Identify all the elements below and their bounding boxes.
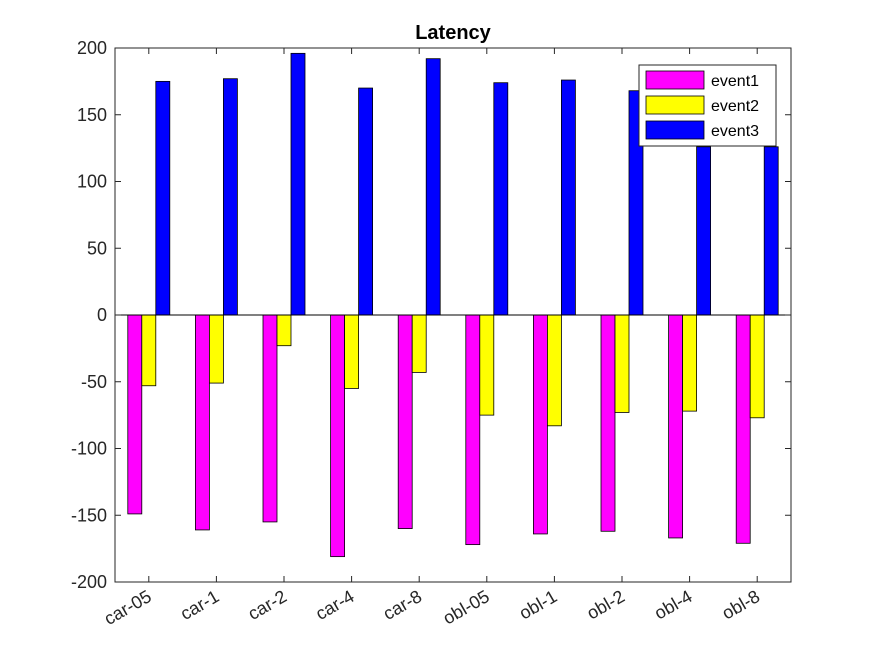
- bar-event1-obl-4: [668, 314, 683, 539]
- y-tick-label: -50: [81, 372, 107, 392]
- legend-label-event1: event1: [711, 73, 759, 90]
- y-tick-label: 50: [87, 238, 107, 258]
- bar-event3-obl-05: [493, 82, 509, 316]
- y-tick-label: -100: [71, 439, 107, 459]
- bar-event2-car-4: [344, 314, 360, 389]
- bar-event3-obl-1: [561, 79, 576, 316]
- bar-event3-car-05: [155, 80, 171, 316]
- legend-swatch-event1: [645, 70, 705, 90]
- bar-event2-obl-2: [614, 314, 630, 413]
- bar-event2-obl-05: [479, 314, 495, 416]
- bar-event2-car-05: [141, 314, 157, 387]
- bar-event3-obl-4: [696, 146, 711, 316]
- y-tick-label: 0: [97, 305, 107, 325]
- bar-event2-car-1: [208, 314, 224, 384]
- bar-event1-car-1: [194, 314, 210, 531]
- y-tick-label: -200: [71, 572, 107, 592]
- bar-event2-car-2: [276, 314, 292, 347]
- bar-event1-obl-1: [533, 314, 548, 535]
- bar-event2-obl-4: [682, 314, 697, 412]
- legend-label-event3: event3: [711, 123, 759, 140]
- bar-event2-obl-8: [749, 314, 765, 419]
- y-tick-label: 150: [77, 105, 107, 125]
- chart-title: Latency: [415, 22, 491, 44]
- plot-frame: [114, 47, 792, 583]
- bar-event2-obl-1: [547, 314, 562, 427]
- bar-event1-car-2: [262, 314, 278, 523]
- bar-event1-obl-8: [735, 314, 751, 544]
- y-tick-label: 100: [77, 172, 107, 192]
- bar-event3-obl-8: [763, 146, 779, 316]
- bar-event1-car-05: [127, 314, 143, 515]
- bar-event3-car-8: [425, 58, 441, 316]
- bar-event1-car-4: [330, 314, 346, 558]
- bar-event3-car-4: [358, 87, 374, 316]
- legend-swatch-event2: [645, 95, 705, 115]
- y-tick-label: 200: [77, 38, 107, 58]
- bar-event3-car-1: [222, 78, 238, 316]
- legend: event1 event2 event3: [638, 64, 777, 147]
- y-tick-label: -150: [71, 505, 107, 525]
- legend-label-event2: event2: [711, 98, 759, 115]
- y-axis-ticks: -200 -150 -100 -50 0 50 100 150 200: [71, 38, 791, 592]
- bar-event3-car-2: [290, 52, 306, 316]
- bar-event1-obl-2: [600, 314, 616, 532]
- bar-event1-car-8: [397, 314, 413, 530]
- bar-event2-car-8: [411, 314, 427, 373]
- bars-group: [127, 52, 779, 558]
- legend-swatch-event3: [645, 120, 705, 140]
- bar-event1-obl-05: [465, 314, 481, 546]
